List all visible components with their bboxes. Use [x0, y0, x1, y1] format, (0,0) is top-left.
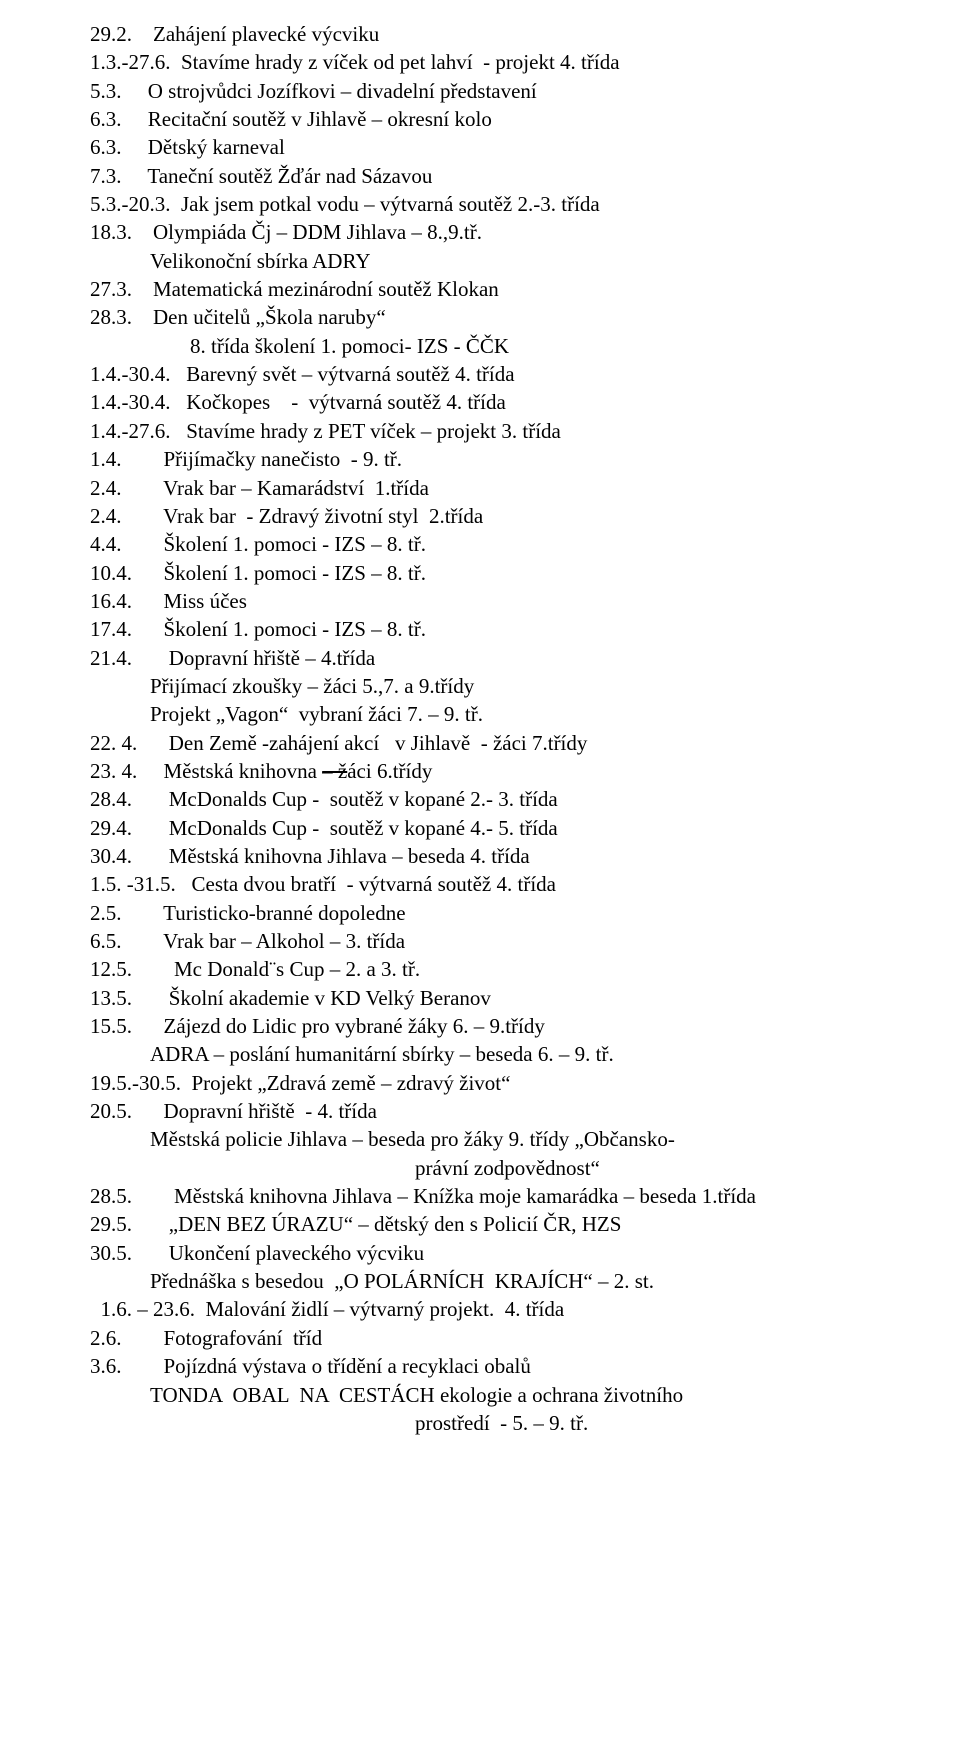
- strikethrough-text: – ž: [322, 759, 347, 783]
- text-line: 17.4. Školení 1. pomoci - IZS – 8. tř.: [90, 615, 870, 643]
- text-line: 29.4. McDonalds Cup - soutěž v kopané 4.…: [90, 814, 870, 842]
- text-line: 4.4. Školení 1. pomoci - IZS – 8. tř.: [90, 530, 870, 558]
- text-line: Projekt „Vagon“ vybraní žáci 7. – 9. tř.: [90, 700, 870, 728]
- text-line: 28.4. McDonalds Cup - soutěž v kopané 2.…: [90, 785, 870, 813]
- text-line: 2.4. Vrak bar - Zdravý životní styl 2.tř…: [90, 502, 870, 530]
- text-line: 12.5. Mc Donald¨s Cup – 2. a 3. tř.: [90, 955, 870, 983]
- lines-container: 29.2. Zahájení plavecké výcviku1.3.-27.6…: [90, 20, 870, 1437]
- text-line: 3.6. Pojízdná výstava o třídění a recykl…: [90, 1352, 870, 1380]
- text-line: 1.5. -31.5. Cesta dvou bratří - výtvarná…: [90, 870, 870, 898]
- text-line: 19.5.-30.5. Projekt „Zdravá země – zdrav…: [90, 1069, 870, 1097]
- text-line: 1.3.-27.6. Stavíme hrady z víček od pet …: [90, 48, 870, 76]
- text-line: Přednáška s besedou „O POLÁRNÍCH KRAJÍCH…: [90, 1267, 870, 1295]
- text-line: 6.5. Vrak bar – Alkohol – 3. třída: [90, 927, 870, 955]
- text-segment: áci 6.třídy: [347, 759, 432, 783]
- text-line: 22. 4. Den Země -zahájení akcí v Jihlavě…: [90, 729, 870, 757]
- text-line: 7.3. Taneční soutěž Žďár nad Sázavou: [90, 162, 870, 190]
- text-line: 1.4.-30.4. Barevný svět – výtvarná soutě…: [90, 360, 870, 388]
- text-line: 16.4. Miss účes: [90, 587, 870, 615]
- text-line: 30.5. Ukončení plaveckého výcviku: [90, 1239, 870, 1267]
- text-line: 30.4. Městská knihovna Jihlava – beseda …: [90, 842, 870, 870]
- text-line: 1.4.-27.6. Stavíme hrady z PET víček – p…: [90, 417, 870, 445]
- text-line: ADRA – poslání humanitární sbírky – bese…: [90, 1040, 870, 1068]
- text-line: 2.6. Fotografování tříd: [90, 1324, 870, 1352]
- text-line: právní zodpovědnost“: [90, 1154, 870, 1182]
- text-line: 2.4. Vrak bar – Kamarádství 1.třída: [90, 474, 870, 502]
- text-line: Městská policie Jihlava – beseda pro žák…: [90, 1125, 870, 1153]
- text-line: 6.3. Recitační soutěž v Jihlavě – okresn…: [90, 105, 870, 133]
- text-line: 1.4.-30.4. Kočkopes - výtvarná soutěž 4.…: [90, 388, 870, 416]
- text-line: 29.5. „DEN BEZ ÚRAZU“ – dětský den s Pol…: [90, 1210, 870, 1238]
- text-line: 2.5. Turisticko-branné dopoledne: [90, 899, 870, 927]
- text-line: 8. třída školení 1. pomoci- IZS - ČČK: [90, 332, 870, 360]
- text-line: 29.2. Zahájení plavecké výcviku: [90, 20, 870, 48]
- text-line: 5.3.-20.3. Jak jsem potkal vodu – výtvar…: [90, 190, 870, 218]
- text-line: 18.3. Olympiáda Čj – DDM Jihlava – 8.,9.…: [90, 218, 870, 246]
- text-line: 5.3. O strojvůdci Jozífkovi – divadelní …: [90, 77, 870, 105]
- text-line: 28.5. Městská knihovna Jihlava – Knížka …: [90, 1182, 870, 1210]
- text-line: 6.3. Dětský karneval: [90, 133, 870, 161]
- text-line: 10.4. Školení 1. pomoci - IZS – 8. tř.: [90, 559, 870, 587]
- text-line: 28.3. Den učitelů „Škola naruby“: [90, 303, 870, 331]
- text-line: Přijímací zkoušky – žáci 5.,7. a 9.třídy: [90, 672, 870, 700]
- text-line: 13.5. Školní akademie v KD Velký Beranov: [90, 984, 870, 1012]
- text-line: 20.5. Dopravní hřiště - 4. třída: [90, 1097, 870, 1125]
- document-page: 29.2. Zahájení plavecké výcviku1.3.-27.6…: [0, 0, 960, 1477]
- text-line: TONDA OBAL NA CESTÁCH ekologie a ochrana…: [90, 1381, 870, 1409]
- text-line: 1.6. – 23.6. Malování židlí – výtvarný p…: [90, 1295, 870, 1323]
- text-line: 1.4. Přijímačky nanečisto - 9. tř.: [90, 445, 870, 473]
- text-line: 21.4. Dopravní hřiště – 4.třída: [90, 644, 870, 672]
- text-line: Velikonoční sbírka ADRY: [90, 247, 870, 275]
- text-line: 27.3. Matematická mezinárodní soutěž Klo…: [90, 275, 870, 303]
- text-line: 23. 4. Městská knihovna – žáci 6.třídy: [90, 757, 870, 785]
- text-line: 15.5. Zájezd do Lidic pro vybrané žáky 6…: [90, 1012, 870, 1040]
- text-segment: 23. 4. Městská knihovna: [90, 759, 322, 783]
- text-line: prostředí - 5. – 9. tř.: [90, 1409, 870, 1437]
